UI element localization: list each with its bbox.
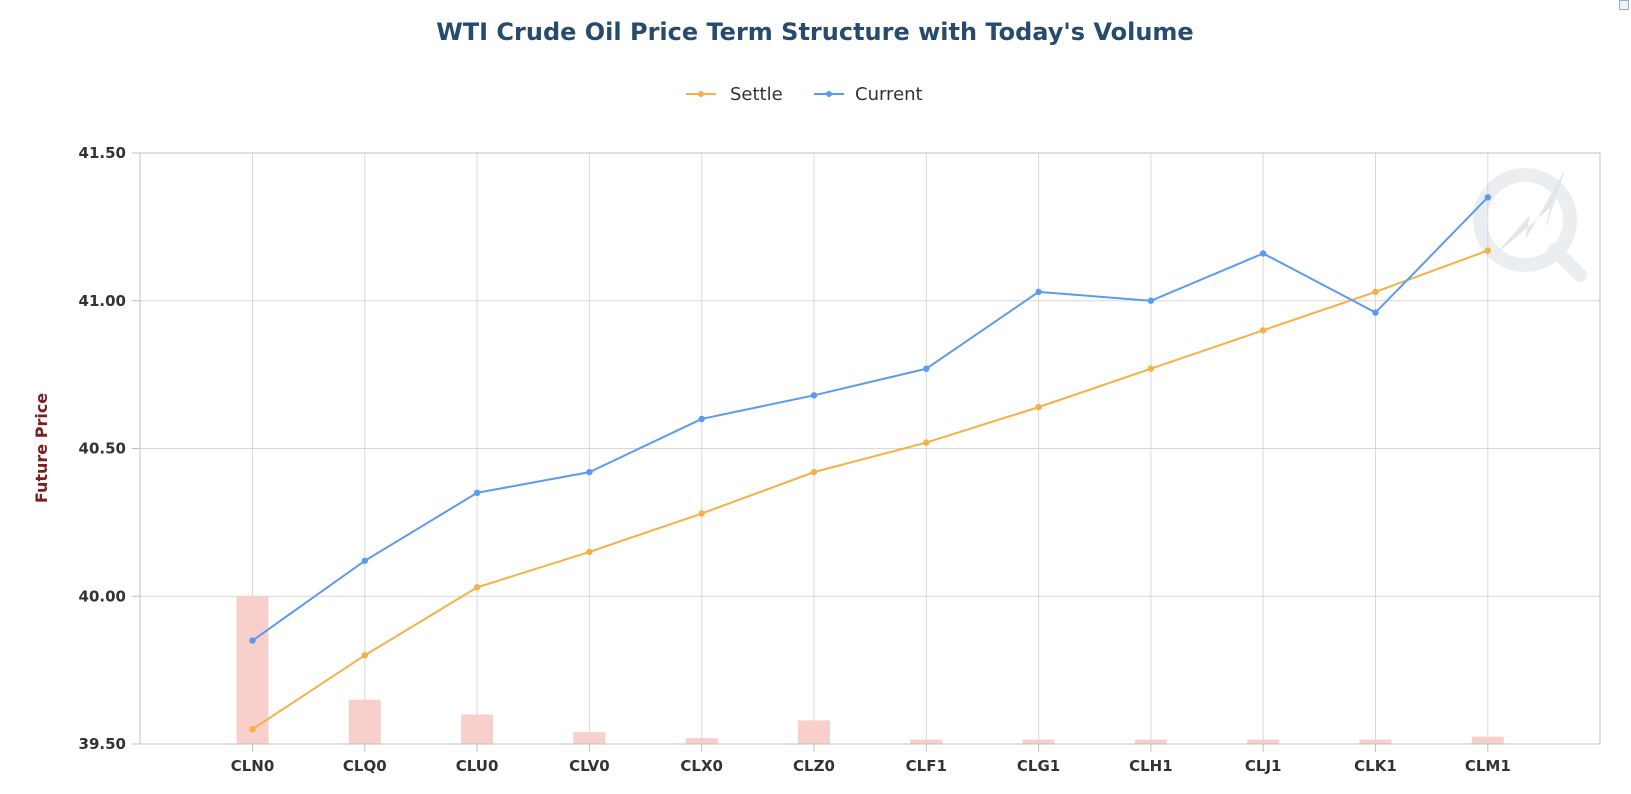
point-settle xyxy=(1147,365,1155,372)
y-tick-label: 41.00 xyxy=(79,292,126,310)
x-tick-label: CLV0 xyxy=(569,757,610,775)
x-tick-label: CLM1 xyxy=(1465,757,1511,775)
y-tick-label: 40.00 xyxy=(79,587,126,605)
point-current xyxy=(1372,309,1379,316)
y-tick-label: 41.50 xyxy=(79,144,126,162)
y-tick-label: 39.50 xyxy=(79,735,126,753)
point-current xyxy=(249,637,256,644)
y-axis-label: Future Price xyxy=(32,393,51,503)
volume-bar xyxy=(1359,739,1392,744)
x-tick-label: CLK1 xyxy=(1354,757,1397,775)
x-tick-label: CLJ1 xyxy=(1245,757,1282,775)
x-tick-label: CLU0 xyxy=(456,757,499,775)
series-line-current xyxy=(251,196,1489,642)
volume-bar xyxy=(236,596,269,744)
x-tick-label: CLN0 xyxy=(231,757,275,775)
x-tick-label: CLF1 xyxy=(906,757,947,775)
point-settle xyxy=(1035,403,1042,411)
volume-bar xyxy=(1247,739,1280,744)
volume-bar xyxy=(1471,736,1504,744)
y-axis-ticks: 39.50 40.00 40.50 41.00 41.50 xyxy=(79,144,140,753)
point-settle xyxy=(361,652,368,659)
point-settle xyxy=(1372,288,1379,296)
point-settle xyxy=(249,726,256,733)
point-current xyxy=(586,468,593,476)
legend-label-current: Current xyxy=(855,84,923,105)
series-line-settle xyxy=(251,249,1489,731)
legend-item-settle[interactable]: Settle xyxy=(686,84,783,105)
plot-frame xyxy=(139,152,1601,745)
grid xyxy=(140,152,1600,745)
point-settle xyxy=(810,468,818,476)
point-current xyxy=(923,365,930,372)
point-current xyxy=(1035,288,1042,296)
x-tick-label: CLG1 xyxy=(1017,757,1060,775)
legend-item-current[interactable]: Current xyxy=(814,84,923,105)
point-settle xyxy=(1260,327,1267,334)
x-tick-label: CLX0 xyxy=(680,757,723,775)
point-settle xyxy=(1484,247,1492,254)
volume-bar xyxy=(1134,739,1167,744)
volume-bars xyxy=(236,596,1504,744)
point-settle xyxy=(923,439,930,446)
point-settle xyxy=(586,548,593,556)
point-current xyxy=(1484,194,1492,201)
point-current xyxy=(698,415,705,423)
chart-title: WTI Crude Oil Price Term Structure with … xyxy=(436,18,1193,46)
point-current xyxy=(810,392,818,399)
volume-bar xyxy=(573,732,606,744)
volume-bar xyxy=(685,738,718,744)
y-tick-label: 40.50 xyxy=(79,440,126,458)
volume-bar xyxy=(1022,739,1055,744)
volume-bar xyxy=(798,720,830,744)
point-current xyxy=(1260,250,1267,257)
point-current xyxy=(361,557,368,564)
series-lines xyxy=(249,194,1492,733)
watermark-logo xyxy=(1473,168,1587,282)
volume-bar xyxy=(461,714,494,744)
point-current xyxy=(473,489,481,497)
legend: Settle Current xyxy=(686,84,923,105)
x-tick-label: CLQ0 xyxy=(343,757,387,775)
point-settle xyxy=(698,510,705,517)
x-tick-label: CLZ0 xyxy=(793,757,835,775)
volume-bar xyxy=(910,739,943,744)
corner-resize-icon[interactable] xyxy=(1619,0,1629,10)
legend-label-settle: Settle xyxy=(730,84,783,105)
point-settle xyxy=(473,584,481,591)
volume-bar xyxy=(348,699,381,744)
x-axis-ticks: CLN0 CLQ0 CLU0 CLV0 CLX0 CLZ0 CLF1 CLG1 CLH1 CLJ1… xyxy=(231,744,1511,775)
x-tick-label: CLH1 xyxy=(1129,757,1173,775)
point-current xyxy=(1147,297,1155,304)
